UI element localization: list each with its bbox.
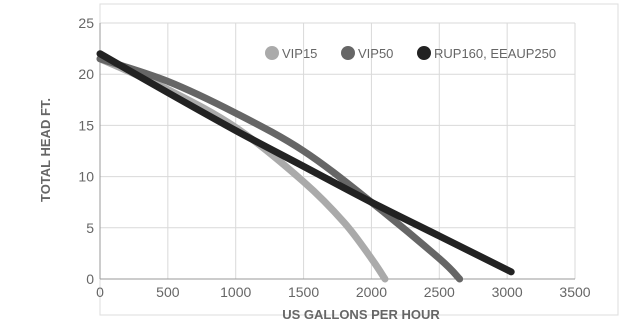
x-axis-title: US GALLONS PER HOUR <box>282 307 440 322</box>
legend-label: RUP160, EEAUP250 <box>434 46 556 61</box>
y-tick-label: 0 <box>86 271 94 287</box>
x-tick-label: 2000 <box>356 284 387 300</box>
series-line-1 <box>96 55 389 283</box>
legend: VIP15 VIP50 RUP160, EEAUP250 <box>265 46 556 61</box>
x-tick-label: 3500 <box>559 284 590 300</box>
axes <box>99 23 575 280</box>
legend-marker <box>341 46 355 60</box>
x-tick-label: 1000 <box>220 284 251 300</box>
x-tick-label: 3000 <box>492 284 523 300</box>
y-tick-label: 25 <box>78 15 94 31</box>
x-tick-label: 1500 <box>288 284 319 300</box>
series-line-3 <box>96 50 515 276</box>
gridlines <box>99 22 576 280</box>
x-tick-label: 0 <box>96 284 104 300</box>
series-lines <box>96 50 515 283</box>
x-tick-label: 500 <box>156 284 180 300</box>
y-axis-title: TOTAL HEAD FT. <box>38 98 53 202</box>
legend-label: VIP50 <box>358 46 393 61</box>
legend-label: VIP15 <box>282 46 317 61</box>
series-line-2 <box>96 55 464 283</box>
y-tick-label: 10 <box>78 169 94 185</box>
tick-labels: 0 5 10 15 20 25 0 500 1000 1500 2000 2500 3000 3500 <box>78 15 590 300</box>
y-tick-label: 15 <box>78 117 94 133</box>
y-tick-label: 20 <box>78 66 94 82</box>
legend-marker <box>417 46 431 60</box>
legend-marker <box>265 46 279 60</box>
x-tick-label: 2500 <box>424 284 455 300</box>
y-tick-label: 5 <box>86 220 94 236</box>
